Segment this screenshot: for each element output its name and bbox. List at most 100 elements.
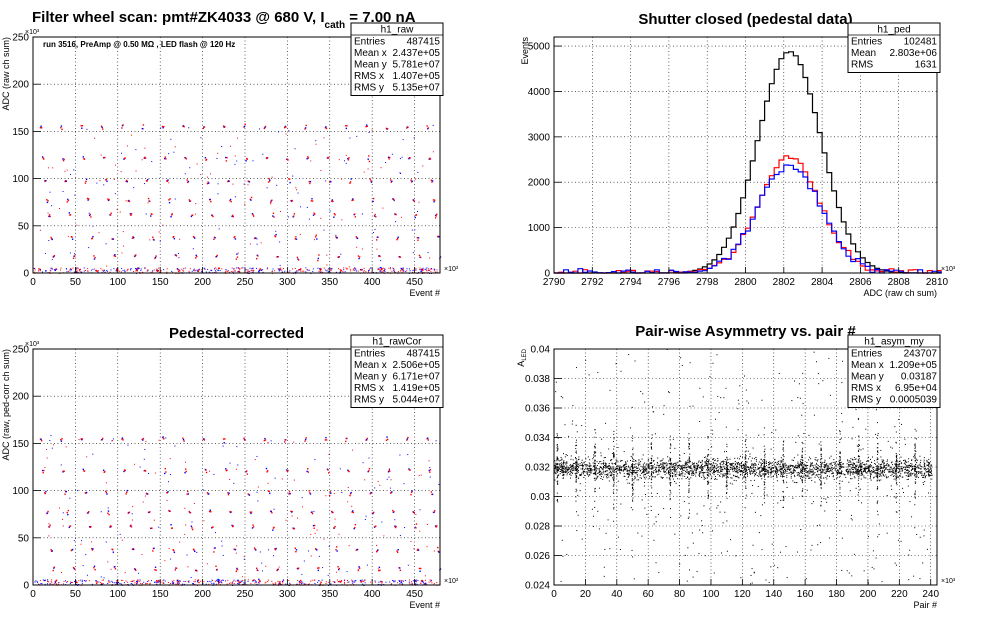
scatter-point [888, 471, 890, 473]
scatter-point [170, 583, 172, 585]
scatter-point [188, 580, 190, 582]
scatter-point [331, 510, 333, 513]
scatter-point [800, 459, 802, 461]
scatter-point [83, 267, 85, 269]
scatter-point [318, 270, 320, 272]
scatter-point [283, 126, 286, 129]
scatter-point [330, 268, 332, 270]
scatter-point [642, 467, 644, 469]
scatter-point [723, 475, 725, 477]
scatter-point [593, 464, 595, 466]
scatter-point [261, 570, 263, 572]
scatter-point [904, 466, 906, 468]
scatter-point [874, 472, 876, 474]
scatter-point [799, 472, 801, 474]
scatter-point [607, 473, 609, 475]
scatter-point [816, 474, 818, 476]
scatter-point [642, 465, 644, 467]
scatter-point [765, 460, 767, 462]
scatter-point [404, 527, 406, 529]
scatter-point [330, 583, 332, 585]
scatter-point [931, 474, 933, 476]
scatter-point [854, 471, 856, 473]
scatter-point [603, 467, 605, 469]
scatter-point [786, 469, 788, 471]
scatter-point [637, 467, 639, 469]
scatter-point [218, 267, 221, 269]
scatter-point [855, 464, 857, 466]
scatter-point [836, 473, 838, 475]
scatter-point [572, 465, 574, 467]
scatter-point [665, 469, 667, 471]
scatter-point [177, 582, 179, 584]
scatter-point [354, 213, 356, 215]
scatter-point [157, 269, 159, 272]
scatter-point [599, 470, 601, 472]
scatter-point [895, 467, 897, 469]
scatter-point [924, 472, 926, 474]
scatter-point [126, 491, 128, 493]
scatter-point [749, 472, 751, 474]
scatter-point [689, 467, 691, 469]
scatter-point [831, 468, 833, 470]
scatter-point [361, 580, 363, 583]
scatter-point [175, 583, 177, 585]
scatter-point [159, 580, 161, 582]
scatter-point [703, 478, 705, 480]
scatter-point [144, 470, 147, 472]
scatter-point [639, 470, 641, 472]
scatter-point [262, 269, 264, 271]
scatter-point [435, 440, 437, 442]
scatter-point [590, 468, 592, 470]
scatter-point [868, 460, 870, 462]
scatter-point [860, 468, 862, 470]
scatter-point [397, 271, 399, 273]
scatter-point [88, 214, 91, 217]
scatter-point [589, 463, 591, 465]
scatter-point [692, 473, 694, 475]
scatter-point [804, 473, 806, 475]
scatter-point [114, 566, 116, 568]
scatter-point [838, 470, 840, 472]
scatter-point [908, 471, 910, 473]
scatter-point [134, 568, 136, 571]
scatter-point [95, 582, 98, 585]
scatter-point [663, 470, 665, 472]
scatter-point [325, 126, 327, 128]
scatter-point [616, 459, 618, 461]
scatter-point [312, 268, 314, 270]
scatter-point [906, 464, 908, 466]
scatter-point [234, 238, 237, 240]
scatter-point [53, 254, 56, 257]
scatter-point [187, 493, 190, 495]
scatter-point [278, 566, 280, 568]
scatter-point [337, 568, 340, 571]
scatter-point [612, 463, 614, 465]
scatter-point [358, 567, 361, 569]
scatter-point [915, 465, 917, 467]
scatter-point [235, 570, 238, 573]
scatter-point [47, 581, 49, 583]
scatter-point [164, 560, 166, 562]
scatter-point [762, 468, 764, 470]
scatter-point [817, 467, 819, 469]
x-exponent: ×10³ [941, 266, 956, 273]
scatter-point [917, 471, 919, 473]
scatter-point [601, 471, 603, 473]
scatter-point [822, 477, 824, 479]
scatter-point [234, 270, 236, 272]
scatter-point [299, 269, 301, 271]
scatter-point [716, 467, 718, 469]
scatter-point [187, 180, 190, 183]
x-tick-label: 2802 [773, 277, 796, 288]
scatter-point [860, 464, 862, 466]
scatter-point [868, 470, 870, 472]
scatter-point [167, 581, 169, 583]
scatter-point [250, 511, 253, 513]
scatter-point [703, 477, 705, 479]
scatter-point [826, 468, 828, 470]
scatter-point [652, 465, 654, 467]
scatter-point [622, 465, 624, 467]
scatter-point [122, 124, 124, 126]
scatter-point [243, 556, 245, 558]
